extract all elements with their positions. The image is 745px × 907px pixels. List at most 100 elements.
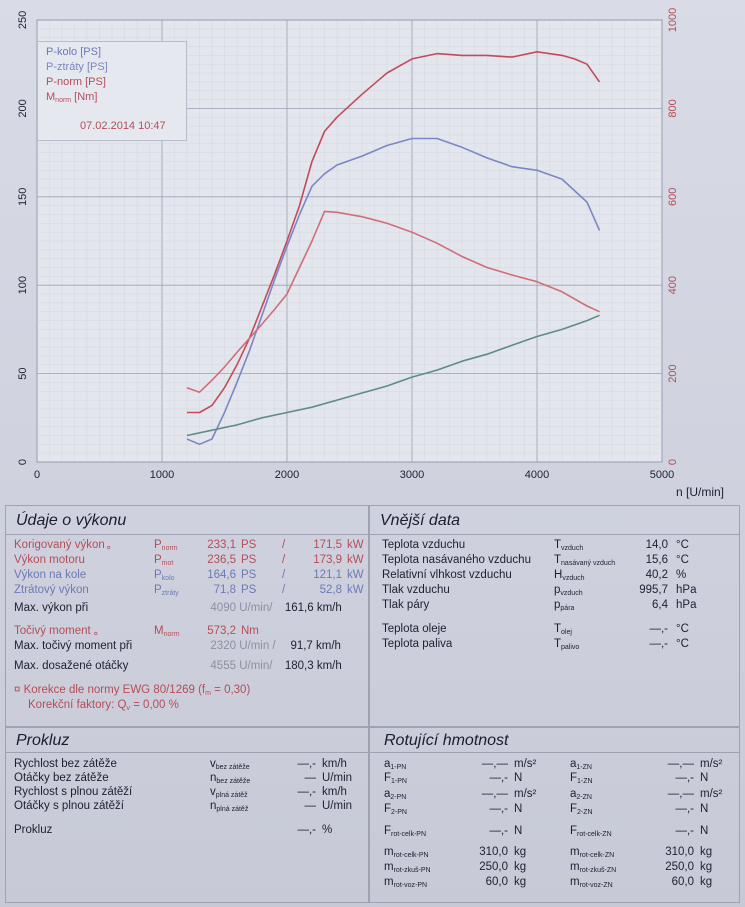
vnejsi-title: Vnější data — [380, 512, 461, 529]
vnejsi-row-unit: °C — [676, 638, 689, 650]
vykon-row-ps: 236,5 — [207, 554, 236, 566]
y-right-tick-label: 800 — [667, 99, 679, 117]
vykon-row-label: Korigovaný výkon ¤ — [14, 539, 111, 552]
chart-legend: P-kolo [PS] P-ztráty [PS] P-norm [PS] Mn… — [37, 41, 187, 141]
rotujici-row-value: —,- — [489, 803, 508, 815]
vnejsi-row-value: 40,2 — [645, 569, 668, 581]
rotujici-row-value: 250,0 — [665, 861, 694, 873]
moment-row: Točivý moment ¤ Mnorm 573,2 Nm — [14, 625, 259, 638]
prokluz-row-unit: U/min — [322, 800, 353, 812]
prokluz-row-unit: U/min — [322, 772, 353, 784]
vykon-row-symbol: Pztráty — [154, 584, 179, 597]
vykon-row-kw: 121,1 — [313, 569, 342, 581]
prokluz-row-unit: % — [322, 824, 333, 836]
vykon-row-kw-unit: kW — [347, 554, 364, 566]
rotujici-row-value: —,- — [675, 803, 694, 815]
rotujici-row-symbol: mrot-celk-ZN — [570, 846, 615, 859]
rotujici-row-unit: N — [514, 825, 523, 837]
vykon-row-ps-unit: PS — [241, 539, 257, 551]
rotujici-row-unit: N — [700, 825, 709, 837]
vykon-row-ps: 233,1 — [207, 539, 236, 551]
rotujici-row-unit: m/s² — [514, 788, 537, 800]
vykon-title: Údaje o výkonu — [16, 512, 127, 529]
rotujici-row-symbol: mrot-voz-PN — [384, 876, 428, 889]
rotujici-row-unit: kg — [700, 876, 713, 888]
y-right-tick-label: 400 — [667, 276, 679, 294]
rotujici-row-value: —,- — [489, 772, 508, 784]
y-right-tick-label: 600 — [667, 188, 679, 206]
rotujici-row-value: —,— — [667, 758, 694, 770]
chart-series — [186, 51, 601, 446]
vykon-row-kw-unit: kW — [347, 569, 364, 581]
rotujici-row-value: —,— — [481, 758, 508, 770]
rotujici-row-unit: m/s² — [514, 758, 537, 770]
y-left-tick-label: 100 — [17, 276, 29, 294]
legend-p-ztraty: P-ztráty [PS] — [46, 61, 108, 73]
vnejsi-row-symbol: Tvzduch — [554, 539, 584, 552]
vnejsi-row-unit: hPa — [676, 599, 697, 611]
max-otacky-row: Max. dosažené otáčky 4555 U/min/ 180,3 km… — [14, 660, 342, 672]
korekce-note: ¤ Korekce dle normy EWG 80/1269 (fm = 0,… — [14, 684, 251, 697]
rotujici-row-unit: kg — [514, 876, 527, 888]
vnejsi-row-value: 995,7 — [639, 584, 668, 596]
legend-m-norm: Mnorm [Nm] — [46, 91, 98, 104]
vykon-row-ps: 164,6 — [207, 569, 236, 581]
series-line-1 — [186, 314, 600, 437]
rotujici-row-value: 60,0 — [671, 876, 694, 888]
vykon-row-kw-unit: kW — [347, 584, 364, 596]
vykon-row-kw: 173,9 — [313, 554, 342, 566]
series-line-3 — [186, 210, 600, 393]
vykon-row-ps-unit: PS — [241, 569, 257, 581]
vnejsi-row-unit: °C — [676, 539, 689, 551]
rotujici-row-value: —,- — [675, 825, 694, 837]
rotujici-row-unit: m/s² — [700, 788, 723, 800]
vykon-row-sep: / — [282, 584, 286, 596]
rotujici-row-value: —,- — [489, 825, 508, 837]
prokluz-row-label: Rychlost s plnou zátěží — [14, 786, 133, 798]
vnejsi-row-symbol: pvzduch — [554, 584, 583, 597]
prokluz-row-symbol: nbez zátěže — [210, 772, 251, 785]
vykon-row-symbol: Pkolo — [154, 569, 175, 582]
y-right-tick-label: 1000 — [667, 8, 679, 32]
series-line-2 — [187, 51, 601, 414]
prokluz-row-unit: km/h — [322, 786, 347, 798]
vykon-row-sep: / — [282, 554, 286, 566]
vnejsi-row-value: —,- — [649, 623, 668, 635]
rotujici-row-symbol: F1-ZN — [570, 772, 593, 785]
vnejsi-row-label: Teplota paliva — [382, 638, 453, 650]
vykon-row-sep: / — [282, 539, 286, 551]
rotujici-row-symbol: Frot-celk-PN — [384, 825, 427, 838]
rotujici-row-value: 310,0 — [665, 846, 694, 858]
vykon-row-kw-unit: kW — [347, 539, 364, 551]
rotujici-row-value: 60,0 — [485, 876, 508, 888]
vnejsi-row-value: 15,6 — [645, 554, 668, 566]
vykon-row-sep: / — [282, 569, 286, 581]
x-tick-label: 0 — [34, 469, 40, 481]
rotujici-row-unit: kg — [514, 846, 527, 858]
x-tick-label: 3000 — [400, 469, 424, 481]
rotujici-row-unit: kg — [700, 846, 713, 858]
rotujici-row-unit: N — [514, 803, 523, 815]
legend-date: 07.02.2014 10:47 — [80, 120, 166, 132]
prokluz-row-label: Otáčky bez zátěže — [14, 772, 109, 784]
rotujici-row-symbol: F1-PN — [384, 772, 407, 785]
y-left-tick-label: 200 — [17, 99, 29, 117]
rotujici-row-unit: m/s² — [700, 758, 723, 770]
rotujici-row-symbol: mrot-voz-ZN — [570, 876, 613, 889]
chart-tick-labels: 0 1000 2000 3000 4000 5000 0 50 100 150 200 250 0 200… — [17, 8, 679, 481]
prokluz-row-value: —,- — [297, 786, 316, 798]
x-tick-label: 5000 — [650, 469, 674, 481]
vnejsi-row-value: —,- — [649, 638, 668, 650]
vykon-row-ps-unit: PS — [241, 584, 257, 596]
y-right-tick-label: 0 — [667, 459, 679, 465]
vykon-row-kw: 52,8 — [319, 584, 342, 596]
vnejsi-row-unit: % — [676, 569, 687, 581]
rotujici-row-unit: kg — [514, 861, 527, 873]
x-tick-label: 2000 — [275, 469, 299, 481]
panel-vykon: Údaje o výkonu Korigovaný výkon ¤ Pnorm 23… — [5, 505, 369, 727]
y-right-tick-label: 200 — [667, 364, 679, 382]
legend-p-norm: P-norm [PS] — [46, 76, 106, 88]
vnejsi-row-label: Tlak vzduchu — [382, 584, 450, 596]
rotujici-row-unit: N — [514, 772, 523, 784]
